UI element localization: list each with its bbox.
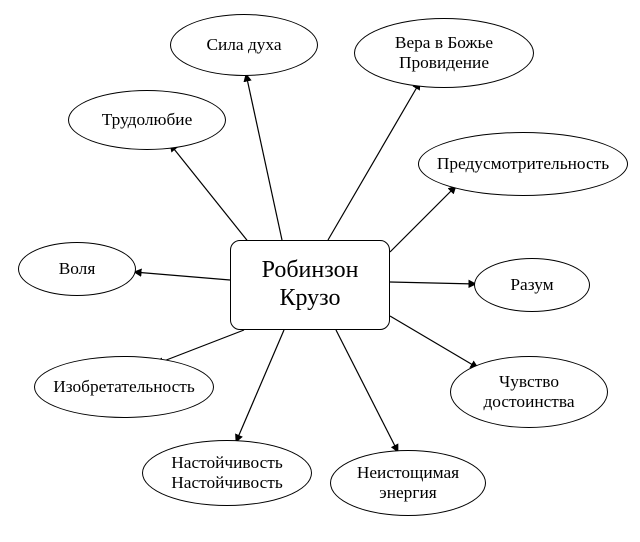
edge-ingenuity (156, 330, 244, 364)
edge-labor (170, 144, 250, 244)
leaf-label: Изобретательность (45, 373, 202, 401)
leaf-label: Неистощимая энергия (349, 459, 467, 507)
leaf-label: Чувство достоинства (475, 368, 582, 416)
leaf-label: Сила духа (198, 31, 289, 59)
edge-dignity (390, 316, 478, 368)
edge-persistence (236, 330, 284, 442)
leaf-label: Трудолюбие (94, 106, 201, 134)
leaf-node-reason: Разум (474, 258, 590, 312)
center-label: Робинзон Крузо (254, 253, 367, 316)
leaf-label: Воля (51, 255, 104, 283)
leaf-label: Вера в Божье Провидение (387, 29, 501, 77)
edge-faith (328, 82, 420, 240)
leaf-node-will: Воля (18, 242, 136, 296)
center-node: Робинзон Крузо (230, 240, 390, 330)
leaf-node-ingenuity: Изобретательность (34, 356, 214, 418)
diagram-stage: Робинзон Крузо Сила духа Вера в Божье Про… (0, 0, 640, 542)
leaf-node-dignity: Чувство достоинства (450, 356, 608, 428)
edge-reason (390, 282, 476, 284)
edge-foresight (390, 186, 456, 252)
leaf-label: Разум (502, 271, 561, 299)
leaf-node-labor: Трудолюбие (68, 90, 226, 150)
leaf-node-energy: Неистощимая энергия (330, 450, 486, 516)
leaf-node-foresight: Предусмотрительность (418, 132, 628, 196)
leaf-node-persistence: Настойчивость Настойчивость (142, 440, 312, 506)
edge-energy (336, 330, 398, 452)
leaf-label: Настойчивость Настойчивость (163, 449, 291, 497)
leaf-node-faith: Вера в Божье Провидение (354, 18, 534, 88)
leaf-node-spirit: Сила духа (170, 14, 318, 76)
leaf-label: Предусмотрительность (429, 150, 617, 178)
edge-will (134, 272, 230, 280)
edge-spirit (246, 74, 282, 240)
